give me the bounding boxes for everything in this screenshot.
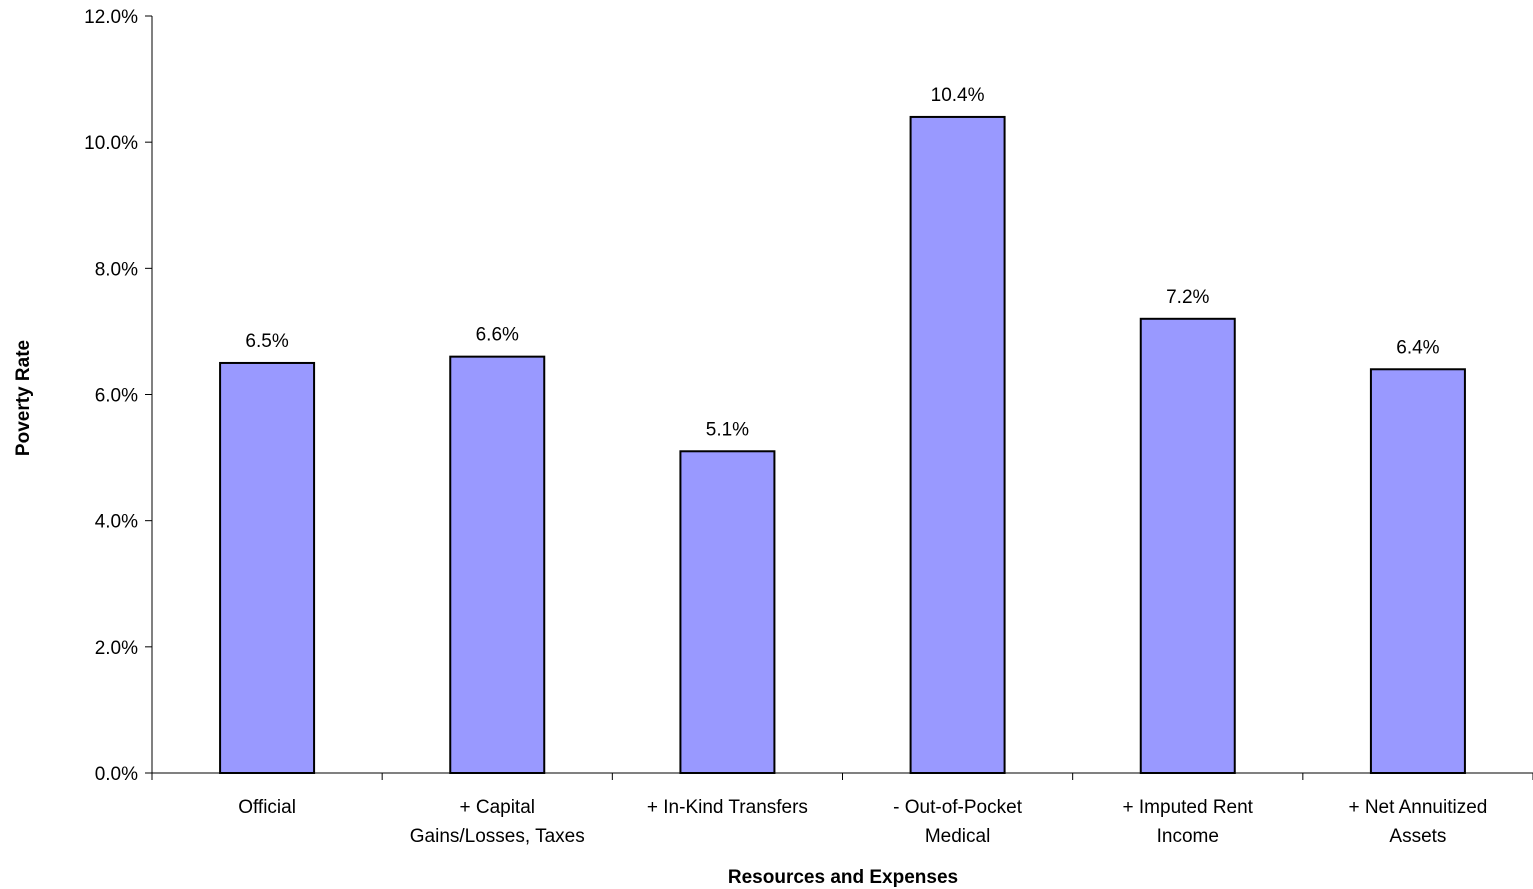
data-label: 6.4% bbox=[1396, 337, 1439, 358]
data-label: 6.5% bbox=[245, 331, 288, 352]
y-tick-label: 8.0% bbox=[95, 259, 138, 280]
data-label: 10.4% bbox=[931, 85, 985, 106]
x-tick-label: + Imputed Rent bbox=[1123, 797, 1254, 818]
x-tick-label: + In-Kind Transfers bbox=[647, 797, 808, 818]
x-tick-label: Gains/Losses, Taxes bbox=[410, 826, 585, 847]
x-tick-label: Official bbox=[238, 797, 296, 818]
y-tick-label: 6.0% bbox=[95, 386, 138, 407]
x-tick-label: Income bbox=[1157, 826, 1219, 847]
bar bbox=[449, 355, 546, 774]
y-tick-label: 0.0% bbox=[95, 764, 138, 785]
y-tick-label: 2.0% bbox=[95, 638, 138, 659]
x-tick-label: + Net Annuitized bbox=[1348, 797, 1487, 818]
bar bbox=[679, 450, 776, 774]
y-tick-label: 12.0% bbox=[84, 7, 138, 28]
y-tick-label: 4.0% bbox=[95, 512, 138, 533]
bar bbox=[909, 115, 1006, 774]
bar bbox=[1369, 368, 1466, 774]
bars bbox=[219, 115, 1466, 774]
x-tick-label: Assets bbox=[1389, 826, 1446, 847]
y-axis-title: Poverty Rate bbox=[13, 340, 34, 456]
x-tick-label: Medical bbox=[925, 826, 990, 847]
bar bbox=[219, 361, 316, 774]
data-label: 7.2% bbox=[1166, 287, 1209, 308]
data-label: 5.1% bbox=[706, 419, 749, 440]
y-tick-label: 10.0% bbox=[84, 133, 138, 154]
x-axis-title: Resources and Expenses bbox=[728, 867, 958, 888]
axes: 0.0% 2.0% 4.0% 6.0% 8.0% 10.0% 12.0% bbox=[84, 7, 1533, 785]
data-label: 6.6% bbox=[476, 325, 519, 346]
x-tick-label: + Capital bbox=[459, 797, 535, 818]
bar bbox=[1139, 317, 1236, 774]
x-tick-label: - Out-of-Pocket bbox=[893, 797, 1023, 818]
labels: 6.5% Official 6.6% + Capital Gains/Losses, T… bbox=[238, 85, 1487, 847]
